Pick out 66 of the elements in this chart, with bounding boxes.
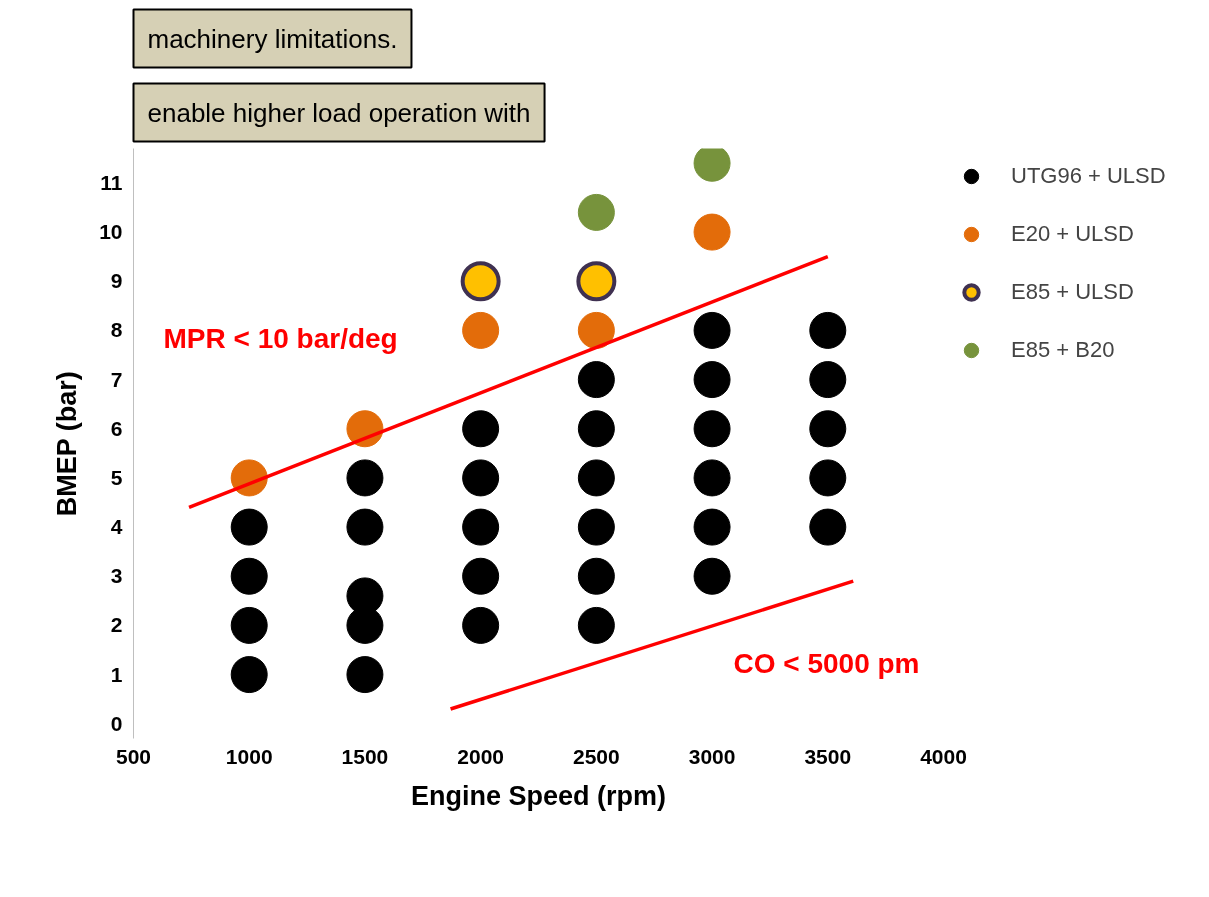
y-tick-label: 7	[110, 367, 123, 391]
y-tick-label: 11	[100, 170, 123, 194]
point	[462, 557, 500, 595]
point	[230, 656, 268, 694]
text: machinery limitations.	[147, 23, 398, 54]
point	[809, 508, 847, 546]
point	[693, 213, 731, 251]
x-tick-label: 4000	[920, 744, 967, 768]
point	[462, 508, 500, 546]
y-tick-label: 4	[110, 515, 123, 539]
x-tick-label: 1500	[341, 744, 389, 768]
y-tick-label: 9	[110, 269, 123, 293]
point	[462, 606, 500, 644]
y-tick-label: 0	[110, 711, 123, 735]
y-tick-label: 10	[99, 220, 123, 244]
point	[693, 361, 731, 399]
y-tick-label: 8	[110, 318, 123, 342]
point	[577, 508, 615, 546]
point	[693, 148, 731, 182]
point	[577, 193, 615, 231]
point	[577, 311, 615, 349]
point	[230, 606, 268, 644]
point	[577, 557, 615, 595]
point	[693, 508, 731, 546]
point	[346, 656, 384, 694]
point	[346, 459, 384, 497]
annotation: CO < 5000 pm	[733, 647, 920, 679]
point	[577, 410, 615, 448]
y-tick-label: 5	[110, 465, 123, 489]
x-axis-title: Engine Speed (rpm)	[410, 780, 667, 811]
point	[460, 261, 501, 302]
legend-label: E85 + B20	[1011, 337, 1115, 363]
x-tick-label: 500	[115, 744, 152, 768]
point	[462, 311, 500, 349]
y-tick-label: 6	[110, 416, 123, 440]
x-tick-label: 3000	[688, 744, 736, 768]
point	[462, 410, 500, 448]
legend-label: UTG96 + ULSD	[1011, 163, 1166, 189]
point	[577, 459, 615, 497]
point	[576, 261, 617, 302]
point	[230, 508, 268, 546]
x-tick-label: 1000	[225, 744, 273, 768]
y-tick-label: 1	[110, 662, 123, 686]
y-axis-title: BMEP (bar)	[52, 371, 83, 517]
point	[577, 606, 615, 644]
text: enable higher load operation with	[147, 97, 531, 128]
point	[809, 459, 847, 497]
point	[462, 459, 500, 497]
x-tick-label: 2500	[573, 744, 620, 768]
legend-label: E20 + ULSD	[1011, 221, 1134, 247]
point	[693, 410, 731, 448]
point	[693, 557, 731, 595]
point	[230, 557, 268, 595]
point	[809, 311, 847, 349]
x-tick-label: 3500	[804, 744, 852, 768]
annotation: MPR < 10 bar/deg	[163, 322, 398, 354]
y-tick-label: 3	[110, 564, 123, 588]
legend-label: E85 + ULSD	[1011, 279, 1134, 305]
point	[809, 361, 847, 399]
point	[693, 311, 731, 349]
point	[346, 508, 384, 546]
y-tick-label: 2	[110, 613, 123, 637]
point	[577, 361, 615, 399]
point	[693, 459, 731, 497]
x-tick-label: 2000	[457, 744, 504, 768]
point	[809, 410, 847, 448]
